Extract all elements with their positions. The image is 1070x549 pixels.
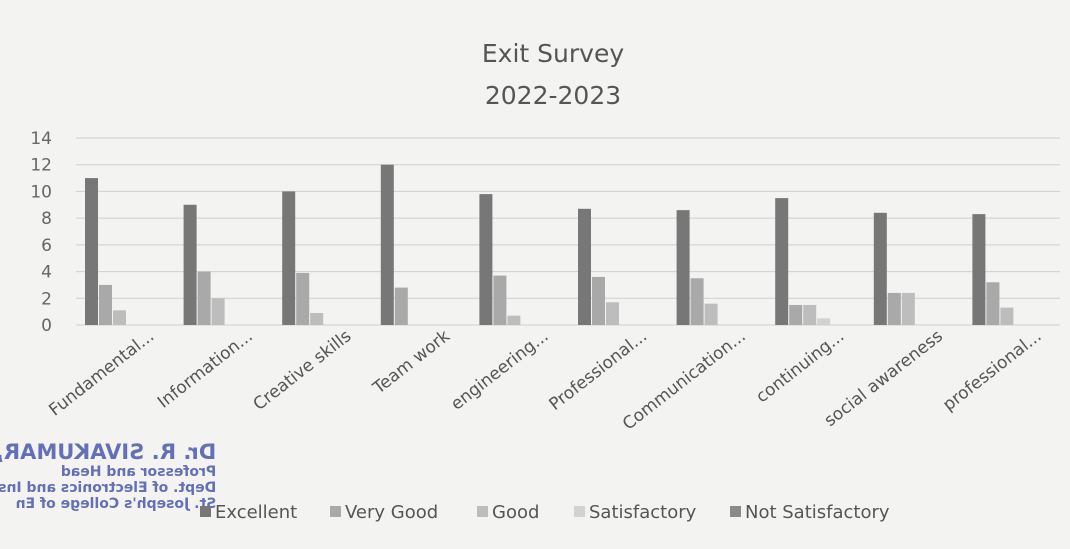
bar — [690, 278, 704, 325]
chart-subtitle: 2022-2023 — [485, 81, 621, 110]
legend-label: Not Satisfactory — [745, 502, 890, 523]
bar — [380, 164, 394, 325]
bar — [676, 210, 690, 325]
bar — [183, 204, 197, 325]
x-tick-label: Information... — [154, 326, 257, 412]
legend-swatch — [574, 506, 585, 517]
legend-label: Excellent — [215, 502, 297, 523]
bar — [704, 303, 718, 325]
bar — [606, 302, 619, 325]
bar — [887, 292, 901, 325]
y-tick-label: 4 — [41, 263, 52, 283]
legend-swatch — [330, 506, 341, 517]
bar — [99, 284, 112, 325]
bar — [197, 271, 211, 325]
legend-label: Satisfactory — [589, 502, 697, 523]
y-tick-label: 10 — [30, 182, 52, 202]
bar — [901, 292, 915, 325]
y-tick-label: 6 — [41, 236, 52, 256]
x-tick-label: Team work — [369, 326, 454, 399]
y-tick-label: 12 — [30, 156, 52, 176]
bar — [394, 287, 408, 325]
legend-label: Good — [492, 502, 539, 523]
bar — [986, 282, 1000, 325]
chart-title: Exit Survey — [482, 39, 624, 68]
y-tick-label: 0 — [41, 316, 52, 336]
x-tick-label: professional... — [939, 326, 1045, 415]
bar — [493, 275, 507, 325]
bars — [85, 164, 1014, 325]
legend: Excellent Very Good Good Satisfactory Not Sa… — [200, 502, 890, 523]
bar — [873, 212, 887, 325]
bar — [578, 208, 591, 325]
legend-swatch — [730, 506, 741, 517]
gridlines — [76, 137, 1060, 326]
y-tick-label: 8 — [41, 209, 52, 229]
bar — [972, 214, 986, 325]
bar — [592, 276, 605, 325]
bar — [113, 310, 126, 325]
bar — [803, 304, 817, 325]
legend-swatch — [200, 506, 211, 517]
bar — [211, 298, 225, 325]
y-tick-label: 2 — [41, 289, 52, 309]
x-tick-label: engineering... — [447, 326, 552, 414]
legend-swatch — [477, 506, 488, 517]
bar — [817, 318, 831, 325]
y-tick-label: 14 — [30, 129, 52, 149]
y-axis-ticks: 0 2 4 6 8 10 12 14 — [30, 129, 52, 336]
x-axis-ticks: Fundamental...Information...Creative ski… — [45, 326, 1045, 434]
x-tick-label: Creative skills — [250, 326, 356, 415]
x-tick-label: continuing... — [752, 326, 848, 407]
legend-label: Very Good — [345, 502, 438, 523]
bar — [775, 198, 789, 325]
bar — [296, 272, 310, 325]
bar — [282, 191, 296, 325]
bar — [85, 178, 98, 325]
bar — [507, 315, 521, 325]
bar — [1000, 307, 1014, 325]
x-tick-label: Professional... — [545, 326, 651, 415]
x-tick-label: Fundamental... — [45, 326, 158, 420]
bar — [789, 304, 803, 325]
bar — [479, 194, 493, 325]
bar — [310, 312, 324, 325]
